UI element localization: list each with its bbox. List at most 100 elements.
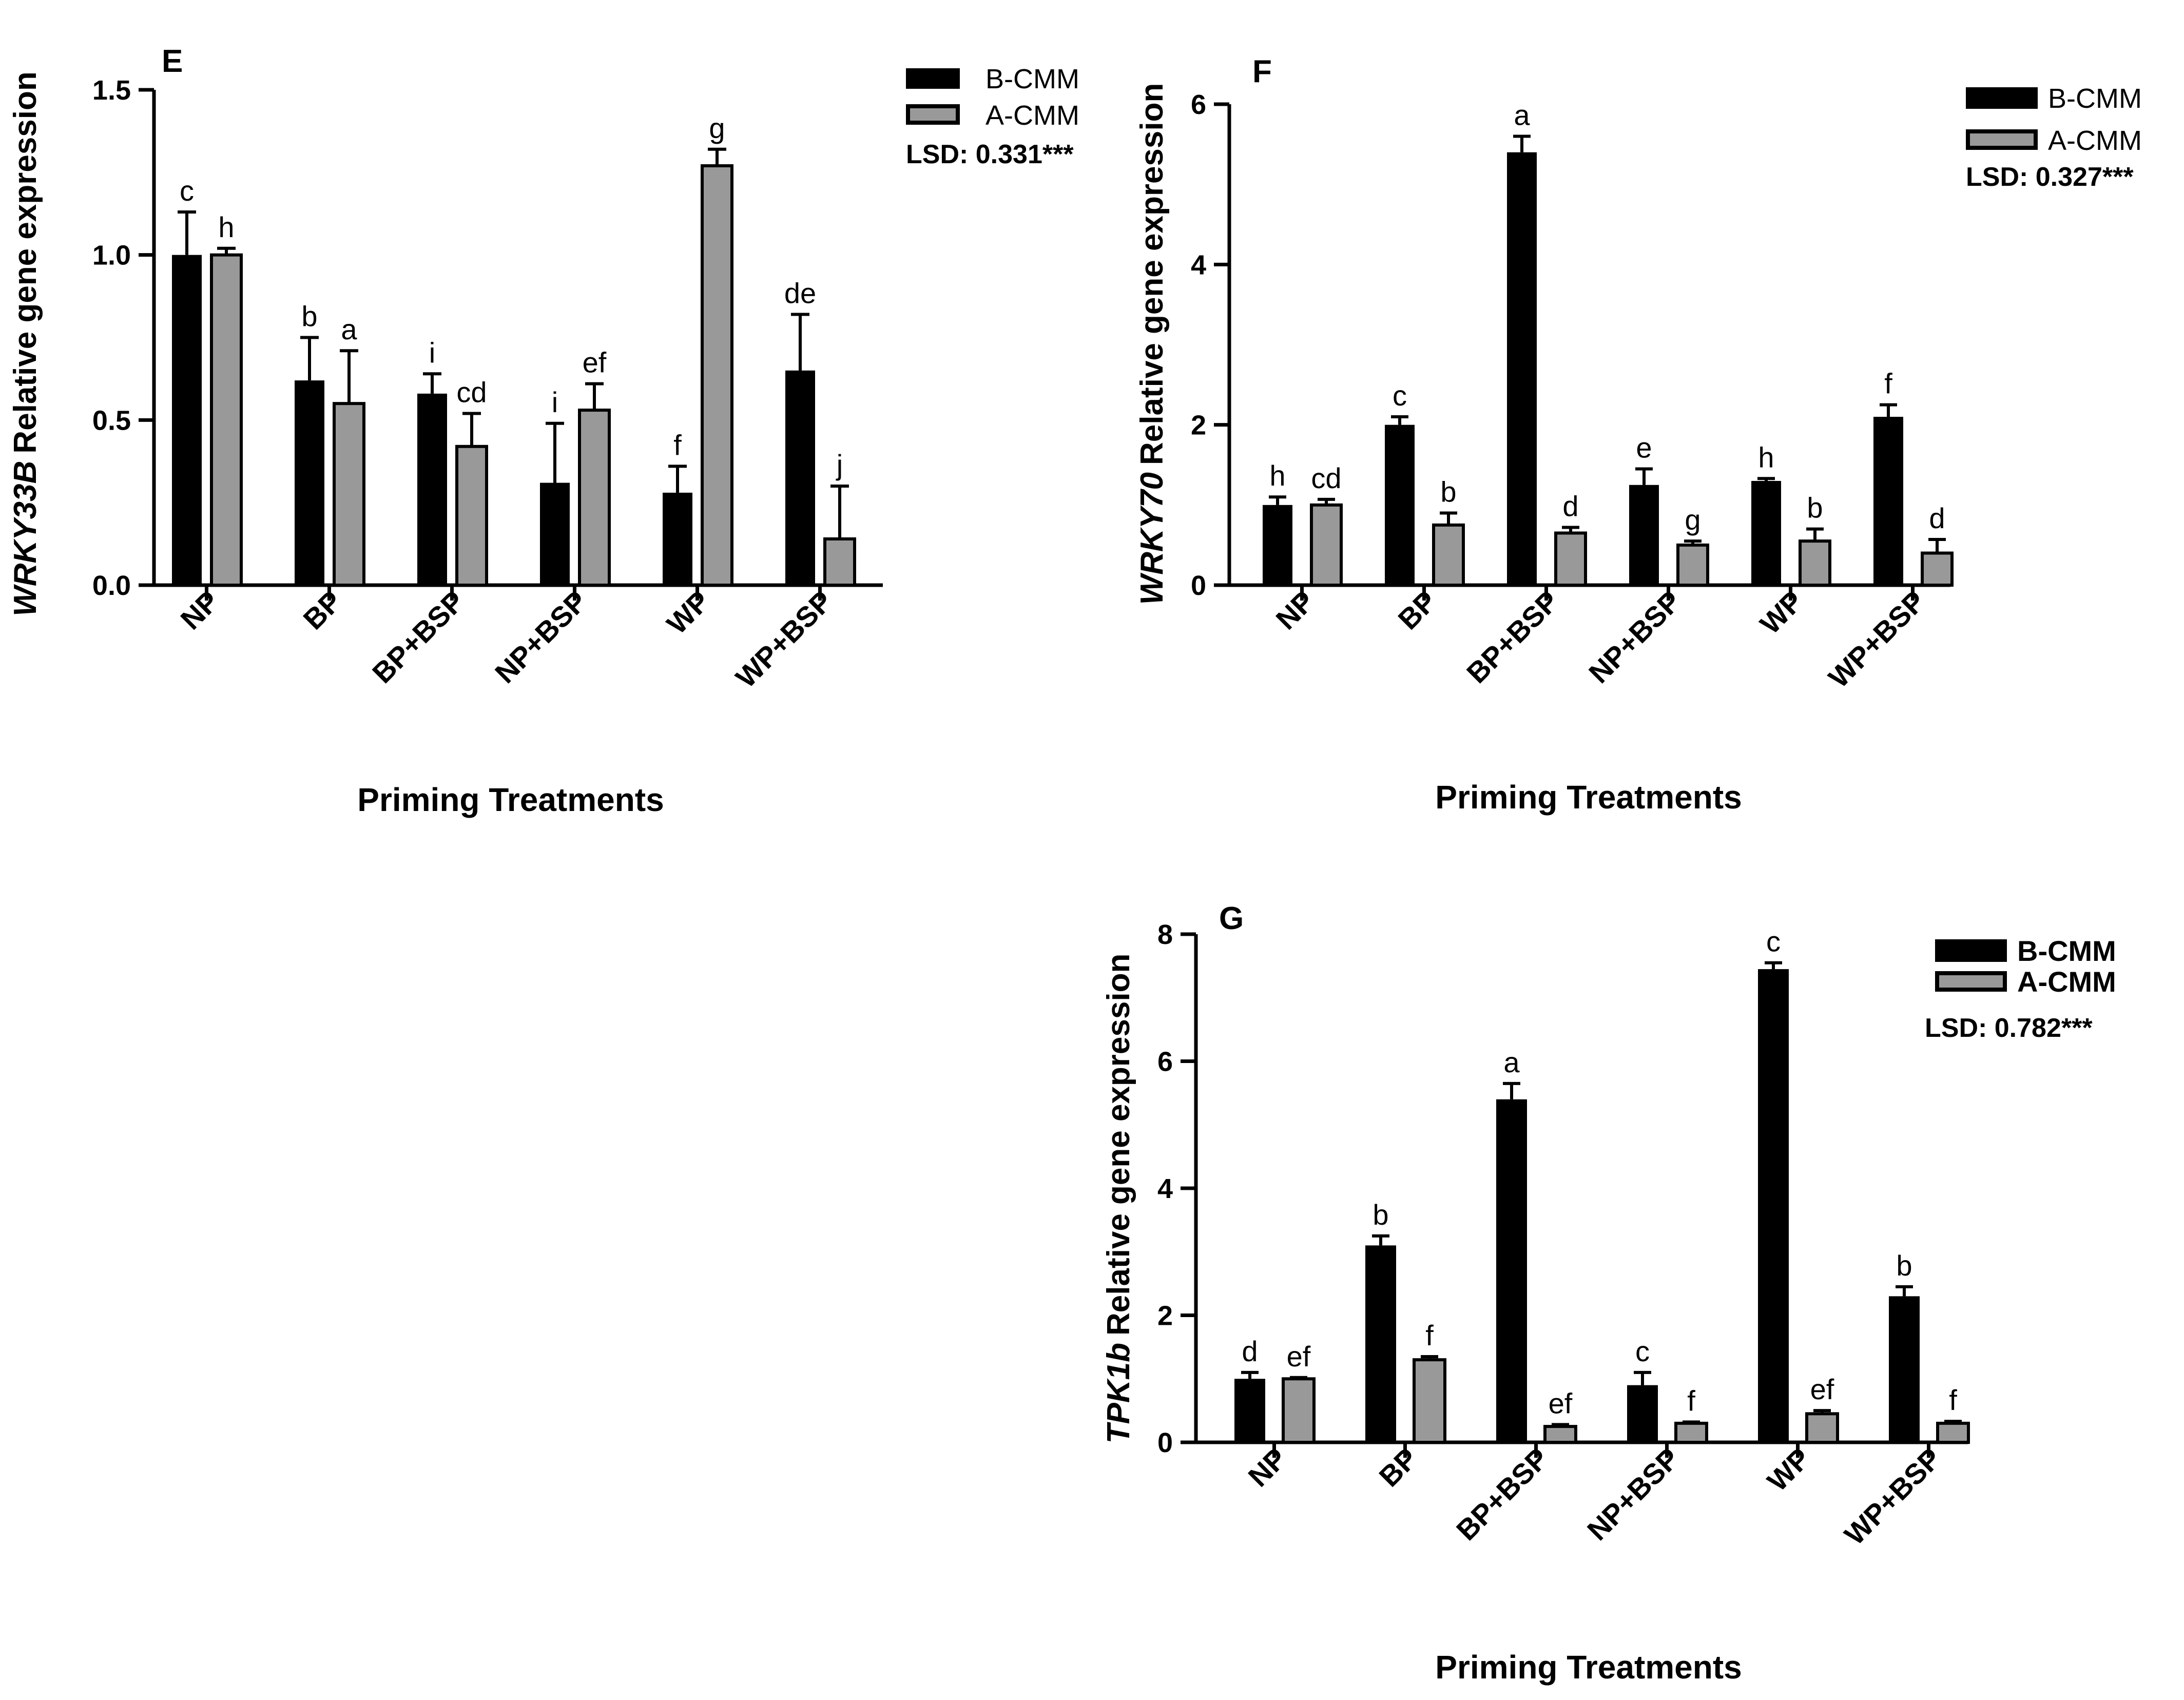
legend: B-CMM A-CMM LSD: 0.782*** bbox=[1925, 935, 2116, 1043]
significance-letter: f bbox=[1949, 1384, 1957, 1416]
lsd-value: LSD: 0.782*** bbox=[1925, 1013, 2093, 1043]
y-axis-title: WRKY70 Relative gene expression bbox=[1134, 83, 1170, 605]
significance-letter: d bbox=[1929, 502, 1945, 534]
significance-letter: b bbox=[1807, 492, 1823, 524]
y-tick-label: 2 bbox=[1191, 410, 1206, 441]
legend-swatch-b-cmm bbox=[906, 68, 960, 89]
significance-letter: d bbox=[1562, 490, 1578, 523]
lsd-value: LSD: 0.331*** bbox=[906, 140, 1074, 169]
y-tick-label: 1.0 bbox=[92, 240, 131, 271]
y-axis-title: TPK1b Relative gene expression bbox=[1101, 954, 1136, 1444]
significance-letter: cd bbox=[1311, 462, 1341, 494]
bar-a-cmm bbox=[455, 445, 488, 587]
y-tick-label: 0 bbox=[1157, 1427, 1173, 1458]
bar-b-cmm bbox=[1873, 417, 1903, 585]
bar-b-cmm bbox=[295, 380, 324, 585]
bar-b-cmm bbox=[172, 255, 202, 586]
significance-letter: i bbox=[552, 386, 558, 418]
bar-a-cmm bbox=[701, 164, 733, 587]
x-tick-label: BP+BSP bbox=[1450, 1442, 1555, 1547]
x-tick-label: BP bbox=[1373, 1442, 1424, 1493]
significance-letter: a bbox=[341, 313, 357, 345]
significance-letter: i bbox=[429, 336, 435, 369]
bar-b-cmm bbox=[1507, 152, 1537, 585]
legend-swatch-a-cmm bbox=[1935, 971, 2007, 992]
significance-letter: g bbox=[709, 112, 725, 144]
significance-letter: ef bbox=[1810, 1373, 1834, 1405]
x-tick-label: WP+BSP bbox=[1822, 585, 1931, 694]
x-tick-label: BP bbox=[297, 585, 348, 636]
x-tick-label: WP bbox=[1761, 1442, 1816, 1497]
significance-letter: ef bbox=[583, 346, 607, 379]
bar-a-cmm bbox=[1554, 531, 1587, 587]
y-tick-label: 1.5 bbox=[92, 75, 131, 106]
panel-F: F WRKY70 Relative gene expression 0 2 4 6 NP h… bbox=[1134, 54, 2142, 816]
x-axis-title: Priming Treatments bbox=[1435, 1649, 1742, 1686]
bar-a-cmm bbox=[1799, 539, 1831, 587]
bar-b-cmm bbox=[1889, 1296, 1920, 1442]
bar-a-cmm bbox=[1432, 523, 1465, 587]
x-tick-label: NP+BSP bbox=[1582, 585, 1687, 689]
y-tick-label: 0 bbox=[1191, 570, 1206, 601]
bar-a-cmm bbox=[578, 409, 611, 587]
significance-letter: f bbox=[1884, 368, 1892, 400]
legend-swatch-b-cmm bbox=[1966, 87, 2038, 109]
panel-letter: G bbox=[1219, 901, 1244, 936]
significance-letter: b bbox=[1440, 475, 1456, 508]
bar-a-cmm bbox=[1921, 551, 1954, 587]
significance-letter: f bbox=[673, 429, 682, 461]
significance-letter: j bbox=[836, 449, 843, 481]
bar-b-cmm bbox=[1627, 1385, 1658, 1442]
x-tick-label: NP bbox=[1242, 1442, 1293, 1493]
bar-a-cmm bbox=[1676, 543, 1709, 587]
x-axis-title: Priming Treatments bbox=[1435, 779, 1742, 816]
significance-letter: cd bbox=[456, 376, 487, 408]
bar-a-cmm bbox=[1543, 1425, 1577, 1444]
legend-label-b-cmm: B-CMM bbox=[2048, 83, 2142, 114]
x-tick-label: BP+BSP bbox=[1460, 585, 1565, 689]
bar-a-cmm bbox=[823, 537, 856, 587]
significance-letter: f bbox=[1687, 1384, 1695, 1417]
bar-b-cmm bbox=[1629, 485, 1659, 585]
bar-a-cmm bbox=[1310, 503, 1343, 587]
x-tick-label: NP bbox=[174, 585, 225, 636]
bar-b-cmm bbox=[1263, 505, 1292, 585]
panel-letter: F bbox=[1252, 54, 1272, 89]
bar-a-cmm bbox=[333, 402, 365, 587]
significance-letter: h bbox=[1269, 459, 1285, 492]
significance-letter: e bbox=[1636, 432, 1652, 464]
bar-a-cmm bbox=[1282, 1377, 1316, 1444]
y-tick-label: 6 bbox=[1191, 89, 1206, 120]
x-tick-label: NP+BSP bbox=[1581, 1442, 1686, 1547]
bar-b-cmm bbox=[417, 393, 447, 585]
x-tick-label: WP+BSP bbox=[729, 585, 839, 694]
bar-b-cmm bbox=[785, 370, 815, 585]
y-axis-label: Relative gene expression bbox=[1134, 83, 1170, 465]
significance-letter: ef bbox=[1287, 1340, 1311, 1373]
significance-letter: b bbox=[1373, 1199, 1388, 1231]
significance-letter: c bbox=[1766, 925, 1781, 958]
significance-letter: a bbox=[1514, 99, 1530, 131]
bar-b-cmm bbox=[1234, 1379, 1265, 1442]
bar-b-cmm bbox=[1758, 969, 1789, 1442]
x-tick-label: WP bbox=[1754, 585, 1809, 640]
bar-b-cmm bbox=[1496, 1099, 1527, 1442]
legend-label-a-cmm: A-CMM bbox=[2048, 125, 2142, 156]
bar-a-cmm bbox=[1805, 1412, 1839, 1444]
y-tick-label: 0.5 bbox=[92, 405, 131, 436]
x-axis-title: Priming Treatments bbox=[357, 781, 664, 818]
significance-letter: c bbox=[180, 175, 194, 207]
bar-a-cmm bbox=[210, 253, 243, 587]
significance-letter: d bbox=[1242, 1335, 1258, 1367]
significance-letter: f bbox=[1425, 1319, 1434, 1351]
significance-letter: de bbox=[784, 277, 816, 309]
legend-label-b-cmm: B-CMM bbox=[2017, 935, 2116, 967]
gene-name: TPK1b bbox=[1101, 1343, 1136, 1443]
y-tick-label: 0.0 bbox=[92, 570, 131, 601]
legend-label-b-cmm: B-CMM bbox=[985, 64, 1079, 94]
x-tick-label: BP bbox=[1391, 585, 1443, 636]
y-tick-label: 4 bbox=[1157, 1173, 1173, 1204]
panel-G: G TPK1b Relative gene expression 0 2 4 6 8 NP d… bbox=[1101, 901, 2116, 1686]
